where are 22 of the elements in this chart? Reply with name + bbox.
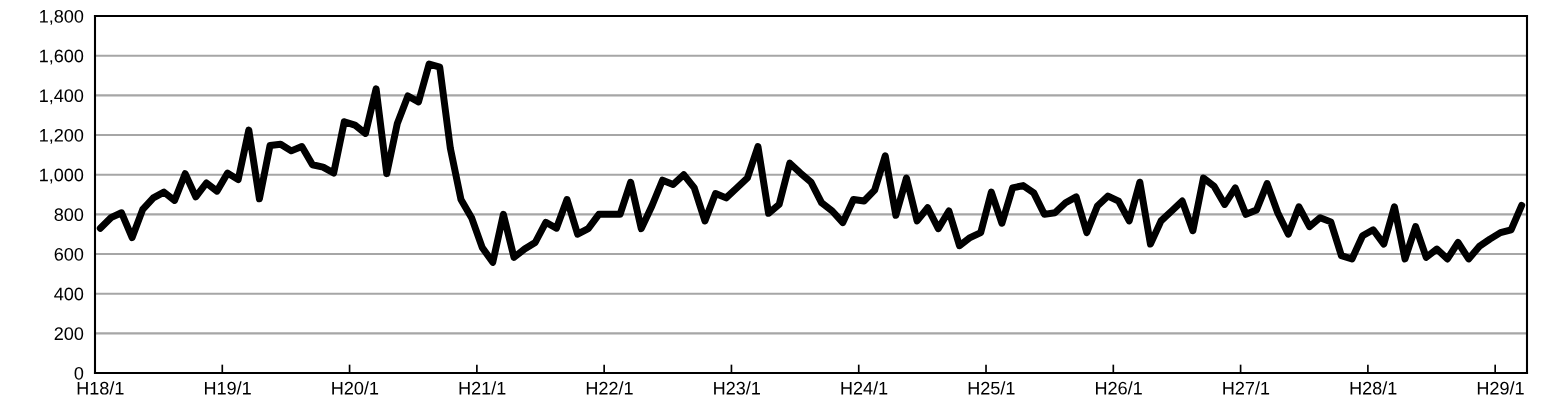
y-tick-label: 400 — [54, 287, 84, 301]
y-tick-label: 1,200 — [40, 128, 84, 144]
y-tick-label: 1,800 — [40, 9, 84, 25]
x-tick-label: H21/1 — [459, 381, 506, 395]
x-tick-label: H23/1 — [714, 381, 760, 395]
x-tick-label: H28/1 — [1350, 381, 1397, 395]
y-tick-label: 800 — [54, 208, 84, 222]
y-tick-label: 1,400 — [40, 89, 84, 105]
x-tick-label: H25/1 — [968, 381, 1015, 395]
x-tick-label: H29/1 — [1477, 381, 1524, 395]
x-tick-label: H18/1 — [77, 381, 124, 395]
x-tick-label: H19/1 — [204, 381, 251, 395]
x-tick-label: H22/1 — [586, 381, 633, 395]
y-tick-label: 600 — [54, 247, 84, 261]
y-tick-label: 200 — [54, 327, 84, 341]
x-tick-label: H26/1 — [1096, 381, 1142, 395]
y-tick-label: 1,600 — [40, 49, 84, 65]
y-tick-label: 0 — [74, 366, 84, 380]
x-tick-label: H27/1 — [1223, 381, 1270, 395]
x-tick-label: H24/1 — [841, 381, 888, 395]
y-tick-label: 1,000 — [40, 168, 84, 184]
x-tick-label: H20/1 — [332, 381, 379, 395]
